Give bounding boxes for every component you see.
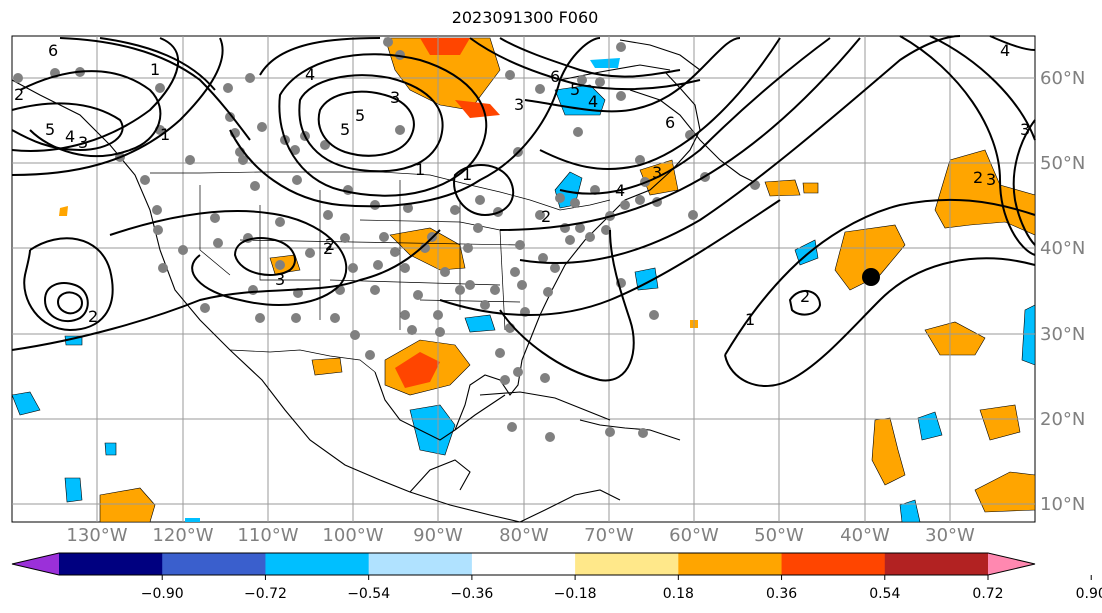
contour-label: 4 xyxy=(1000,41,1010,60)
colorbar-tick-label: 0.54 xyxy=(869,586,900,602)
colorbar-segment xyxy=(59,553,163,575)
lon-label: 50°W xyxy=(754,525,804,546)
lon-label: 120°W xyxy=(152,525,213,546)
colorbar-tick-label: −0.90 xyxy=(141,586,184,602)
lon-label: 100°W xyxy=(322,525,383,546)
colorbar-tick-label: −0.54 xyxy=(347,586,390,602)
contour-label: 5 xyxy=(340,120,350,139)
lon-label: 30°W xyxy=(925,525,975,546)
lat-label: 30°N xyxy=(1040,324,1085,345)
map-title: 2023091300 F060 xyxy=(451,8,599,27)
colorbar-tick-label: −0.72 xyxy=(244,586,287,602)
colorbar-tick-label: −0.18 xyxy=(554,586,597,602)
lon-label: 110°W xyxy=(237,525,298,546)
contour-label: 3 xyxy=(390,88,400,107)
contour-label: 5 xyxy=(570,80,580,99)
colorbar-extend-high xyxy=(988,553,1035,575)
lon-label: 80°W xyxy=(499,525,549,546)
contour-label: 6 xyxy=(665,113,675,132)
colorbar-tick-label: 0.72 xyxy=(972,586,1003,602)
contour-label: 2 xyxy=(541,207,551,226)
contour-label: 6 xyxy=(48,41,58,60)
contour-label: 2 xyxy=(323,239,333,258)
lat-label: 20°N xyxy=(1040,409,1085,430)
colorbar-extend-low xyxy=(12,553,59,575)
lon-label: 130°W xyxy=(66,525,127,546)
contour-label: 3 xyxy=(514,95,524,114)
contour-label: 5 xyxy=(355,106,365,125)
lon-label: 90°W xyxy=(413,525,463,546)
contour-label: 3 xyxy=(652,163,662,182)
lon-labels: 130°W 120°W 110°W 100°W 90°W 80°W 70°W 6… xyxy=(66,525,975,546)
colorbar-segment xyxy=(471,553,576,575)
lat-label: 40°N xyxy=(1040,238,1085,259)
shaded-anomalies xyxy=(11,37,1036,523)
lon-label: 40°W xyxy=(840,525,890,546)
contour-label: 5 xyxy=(45,120,55,139)
contour-label: 3 xyxy=(986,170,996,189)
contour-label: 4 xyxy=(305,65,315,84)
contour-labels: 6 5 4 3 2 1 5 4 3 5 6 3 5 4 1 4 3 2 1 6 … xyxy=(14,41,1030,329)
contour-label: 1 xyxy=(415,160,425,179)
lon-label: 60°W xyxy=(669,525,719,546)
colorbar-segment xyxy=(678,553,783,575)
colorbar-segment xyxy=(368,553,473,575)
contour-label: 1 xyxy=(745,310,755,329)
colorbar-segment xyxy=(575,553,679,575)
contour-label: 2 xyxy=(973,168,983,187)
contour-label: 4 xyxy=(615,181,625,200)
colorbar-segment xyxy=(162,553,266,575)
contour-label: 1 xyxy=(160,125,170,144)
contour-label: 4 xyxy=(65,127,75,146)
contour-label: 1 xyxy=(150,60,160,79)
colorbar-segment xyxy=(884,553,989,575)
colorbar: −0.90 −0.72 −0.54 −0.36 −0.18 0.18 0.36 0.54 0.7… xyxy=(11,552,1102,602)
storm-position-marker xyxy=(862,268,880,286)
lat-label: 60°N xyxy=(1040,68,1085,89)
colorbar-tick-label: 0.90 xyxy=(1076,586,1102,602)
contour-label: 3 xyxy=(78,133,88,152)
colorbar-segment xyxy=(265,553,370,575)
colorbar-segment xyxy=(781,553,886,575)
colorbar-tick-label: −0.36 xyxy=(450,586,493,602)
contour-label: 4 xyxy=(588,92,598,111)
lat-label: 50°N xyxy=(1040,153,1085,174)
contour-label: 2 xyxy=(14,85,24,104)
lat-labels: 60°N 50°N 40°N 30°N 20°N 10°N xyxy=(1040,68,1085,515)
contour-label: 3 xyxy=(1020,120,1030,139)
contour-label: 2 xyxy=(325,235,335,254)
contour-label: 2 xyxy=(800,287,810,306)
contours xyxy=(11,35,1036,387)
contour-label: 6 xyxy=(550,67,560,86)
contour-label: 3 xyxy=(275,270,285,289)
lon-label: 70°W xyxy=(584,525,634,546)
contour-label: 1 xyxy=(462,165,472,184)
contour-label: 2 xyxy=(88,307,98,326)
colorbar-tick-label: 0.18 xyxy=(663,586,694,602)
lat-label: 10°N xyxy=(1040,494,1085,515)
colorbar-tick-label: 0.36 xyxy=(766,586,797,602)
